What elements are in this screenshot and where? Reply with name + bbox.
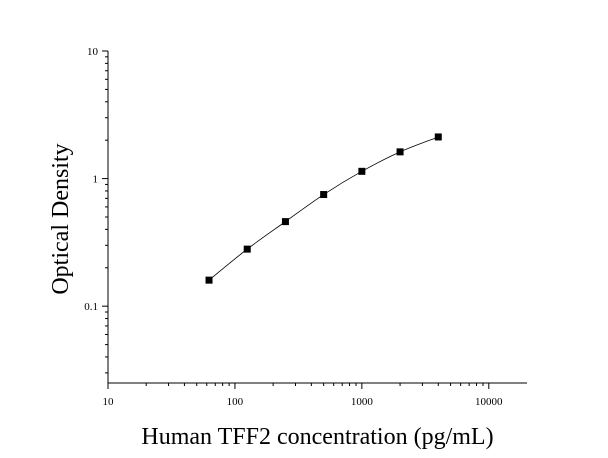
data-point [434,133,442,141]
tick-labels: 10 100 1000 10000 0.1 1 10 [84,46,503,408]
y-tick-label: 10 [87,46,99,58]
axes [107,51,527,384]
y-tick-label: 1 [93,174,99,186]
x-axis-title: Human TFF2 concentration (pg/mL) [141,424,493,450]
data-point [396,148,404,156]
data-points [205,133,442,284]
minor-ticks [105,56,484,386]
data-point [205,276,213,284]
data-point [281,218,289,226]
data-point [358,167,366,175]
data-point [320,191,328,199]
x-tick-label: 1000 [351,396,374,408]
fit-curve [208,136,439,281]
y-axis-title: Optical Density [48,143,74,294]
y-tick-label: 0.1 [84,301,98,313]
x-tick-label: 10 [103,396,115,408]
x-tick-label: 100 [227,396,244,408]
data-point [243,245,251,253]
major-ticks [102,50,490,389]
x-tick-label: 10000 [475,396,503,408]
